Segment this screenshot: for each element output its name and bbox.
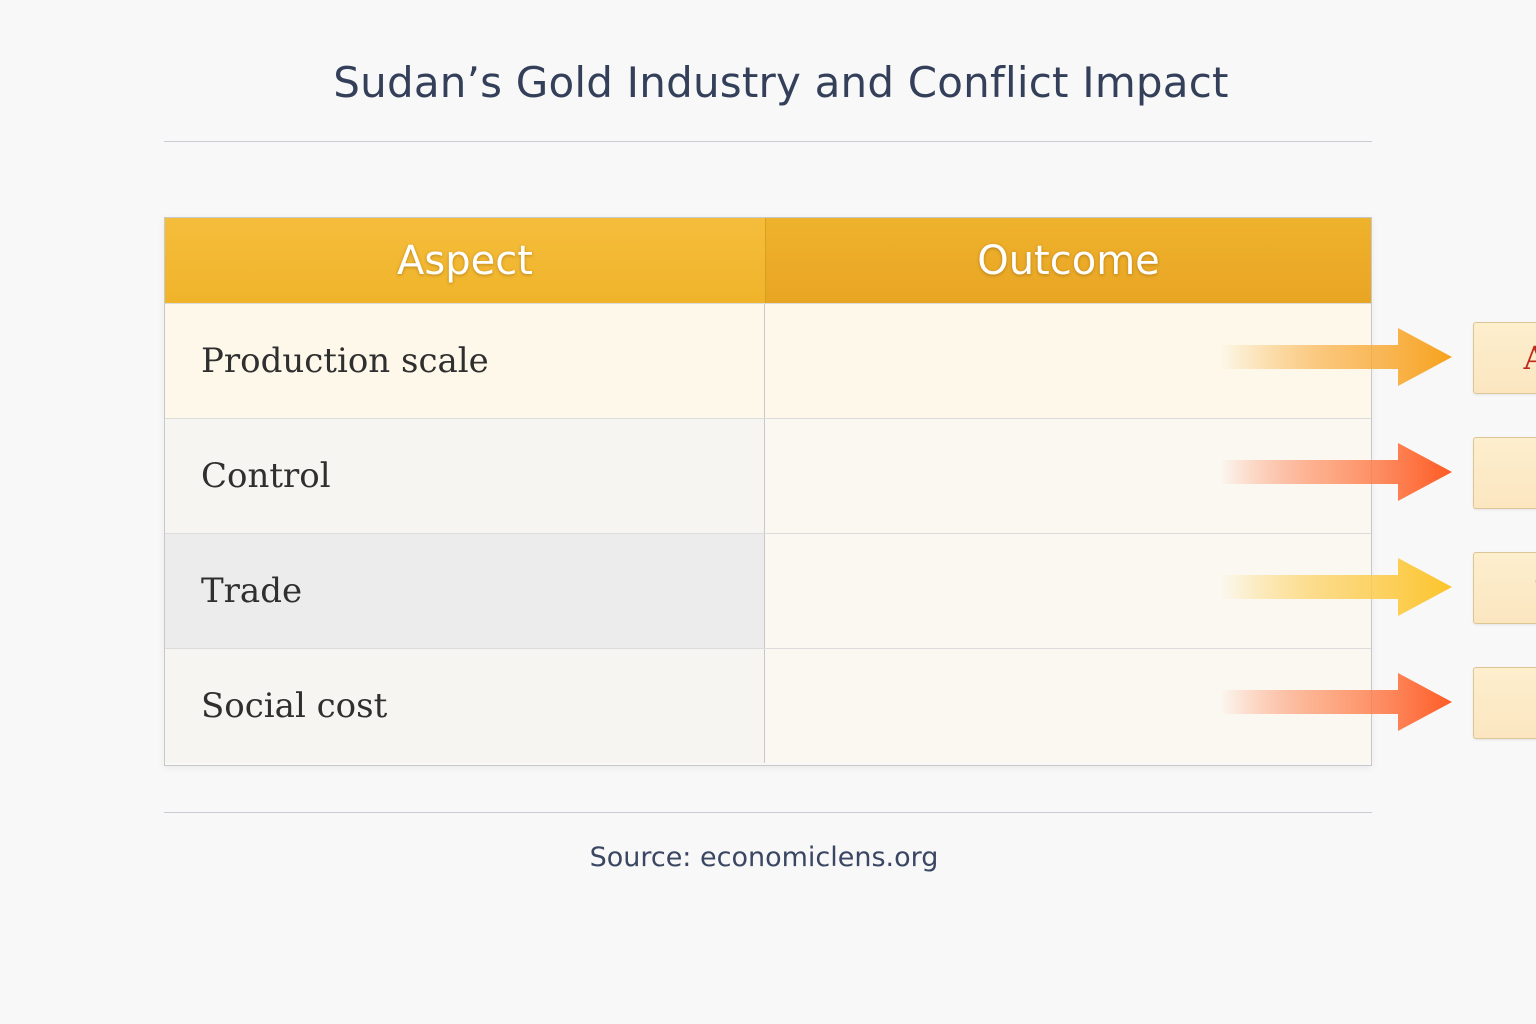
aspect-cell: Social cost xyxy=(165,649,765,763)
outcome-cell: Displacement xyxy=(765,649,1536,763)
aspect-cell: Production scale xyxy=(165,304,765,418)
outcome-box: Smuggling networks xyxy=(1473,552,1536,624)
outcome-box: Among Afica’s largest xyxy=(1473,322,1536,394)
outcome-cell: Militias dominate xyxy=(765,419,1536,533)
header-aspect: Aspect xyxy=(165,218,766,303)
table-row: Control Militias dominate xyxy=(165,418,1536,533)
aspect-outcome-table: Aspect Outcome Production scale Among Af… xyxy=(164,217,1536,766)
table-row: Trade Smuggling networks xyxy=(165,533,1536,648)
aspect-cell: Control xyxy=(165,419,765,533)
arrow-right-icon xyxy=(1220,673,1452,731)
aspect-cell: Trade xyxy=(165,534,765,648)
arrow-right-icon xyxy=(1220,558,1452,616)
outcome-cell: Smuggling networks xyxy=(765,534,1536,648)
outcome-box: Militias dominate xyxy=(1473,437,1536,509)
table-row: Production scale Among Afica’s largest xyxy=(165,303,1536,418)
footer-divider xyxy=(164,812,1372,813)
page-title: Sudan’s Gold Industry and Conflict Impac… xyxy=(333,58,1229,107)
arrow-right-icon xyxy=(1220,328,1452,386)
outcome-box: Displacement xyxy=(1473,667,1536,739)
table-header: Aspect Outcome xyxy=(165,218,1371,303)
outcome-cell: Among Afica’s largest xyxy=(765,304,1536,418)
table-row: Social cost Displacement xyxy=(165,648,1536,763)
source-caption: Source: economiclens.org xyxy=(589,842,939,873)
arrow-right-icon xyxy=(1220,443,1452,501)
header-outcome: Outcome xyxy=(766,218,1371,303)
title-divider xyxy=(164,141,1372,142)
